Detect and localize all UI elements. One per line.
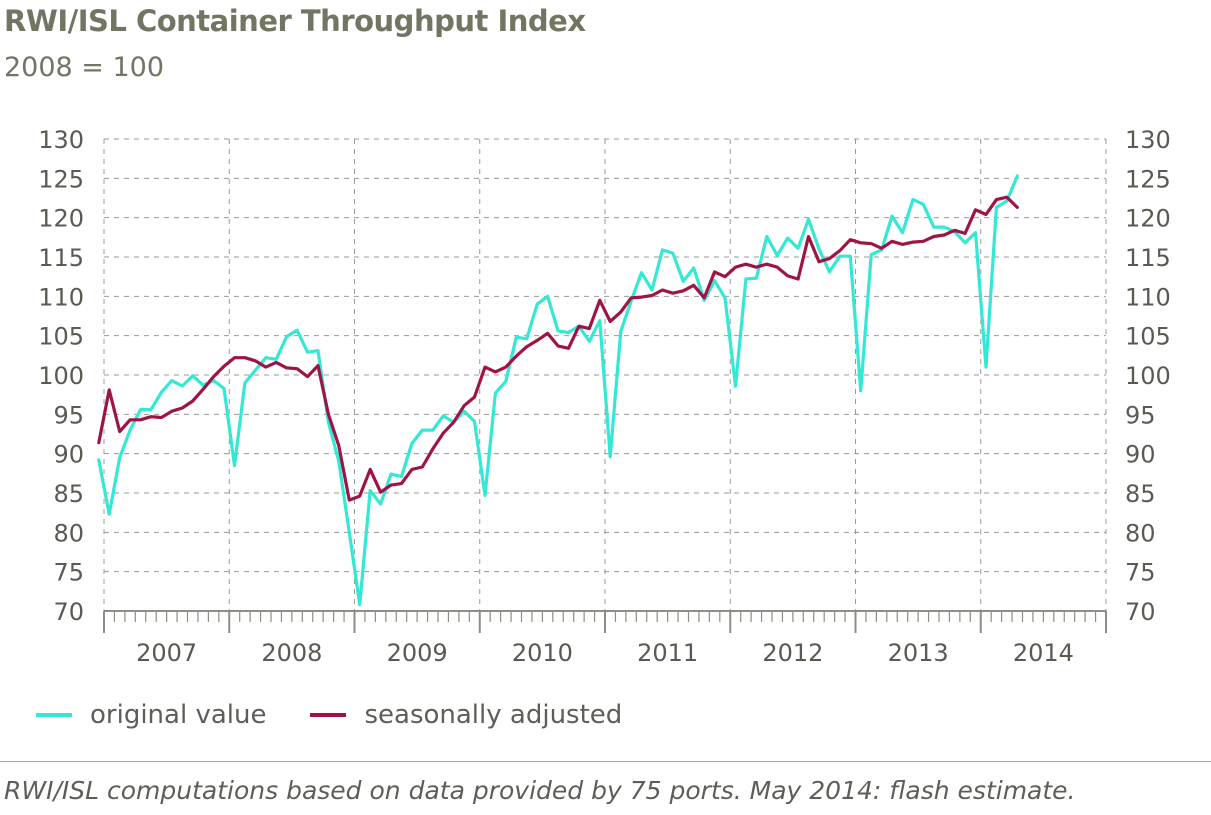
y-tick-label-right: 70 — [1125, 598, 1156, 626]
y-tick-label-right: 90 — [1125, 441, 1156, 469]
y-tick-label-left: 105 — [38, 323, 84, 351]
y-tick-label-left: 120 — [38, 205, 84, 233]
legend-label-original: original value — [90, 700, 267, 730]
y-tick-label-left: 85 — [53, 480, 84, 508]
series-line-seasonally-adjusted — [97, 195, 1019, 502]
chart-grid — [103, 138, 1107, 611]
x-tick-label-year: 2008 — [261, 639, 322, 667]
y-tick-label-left: 90 — [53, 441, 84, 469]
x-tick-label-year: 2013 — [888, 639, 949, 667]
y-tick-label-left: 100 — [38, 362, 84, 390]
line-chart: 70 70 75 75 80 80 85 85 90 90 95 95 100 100 105 105 110 1… — [38, 126, 1171, 667]
x-tick-label-year: 2009 — [387, 639, 448, 667]
y-tick-label-left: 80 — [53, 519, 84, 547]
chart-legend: original value seasonally adjusted — [36, 700, 666, 730]
y-tick-label-right: 105 — [1125, 323, 1171, 351]
y-tick-label-left: 130 — [38, 126, 84, 154]
y-tick-label-left: 125 — [38, 165, 84, 193]
y-tick-label-right: 80 — [1125, 519, 1156, 547]
y-tick-label-right: 100 — [1125, 362, 1171, 390]
y-tick-label-right: 130 — [1125, 126, 1171, 154]
legend-item-adjusted: seasonally adjusted — [310, 700, 622, 730]
y-tick-label-left: 70 — [53, 598, 84, 626]
y-tick-label-right: 125 — [1125, 165, 1171, 193]
y-tick-label-right: 75 — [1125, 559, 1156, 587]
chart-subtitle: 2008 = 100 — [4, 52, 165, 83]
legend-item-original: original value — [36, 700, 266, 730]
y-tick-label-right: 115 — [1125, 244, 1171, 272]
y-tick-label-left: 115 — [38, 244, 84, 272]
footnote-divider — [0, 761, 1211, 762]
chart-title: RWI/ISL Container Throughput Index — [4, 4, 586, 38]
y-tick-label-left: 95 — [53, 401, 84, 429]
y-tick-label-right: 95 — [1125, 401, 1156, 429]
legend-label-adjusted: seasonally adjusted — [364, 700, 623, 730]
footnote: RWI/ISL computations based on data provi… — [4, 776, 1076, 805]
x-tick-label-year: 2011 — [637, 639, 698, 667]
legend-swatch-adjusted — [310, 713, 347, 717]
legend-swatch-original — [36, 713, 72, 717]
series-line-original-value — [97, 174, 1019, 607]
y-tick-label-right: 85 — [1125, 480, 1156, 508]
y-tick-label-right: 120 — [1125, 205, 1171, 233]
x-tick-label-year: 2010 — [512, 639, 573, 667]
x-tick-label-year: 2014 — [1013, 639, 1074, 667]
x-tick-label-year: 2007 — [136, 639, 197, 667]
y-tick-label-left: 75 — [53, 559, 84, 587]
y-tick-label-left: 110 — [38, 283, 84, 311]
x-tick-label-year: 2012 — [762, 639, 823, 667]
chart-series — [97, 174, 1019, 607]
y-tick-label-right: 110 — [1125, 283, 1171, 311]
chart-axes: 70 70 75 75 80 80 85 85 90 90 95 95 100 100 105 105 110 1… — [38, 126, 1171, 667]
